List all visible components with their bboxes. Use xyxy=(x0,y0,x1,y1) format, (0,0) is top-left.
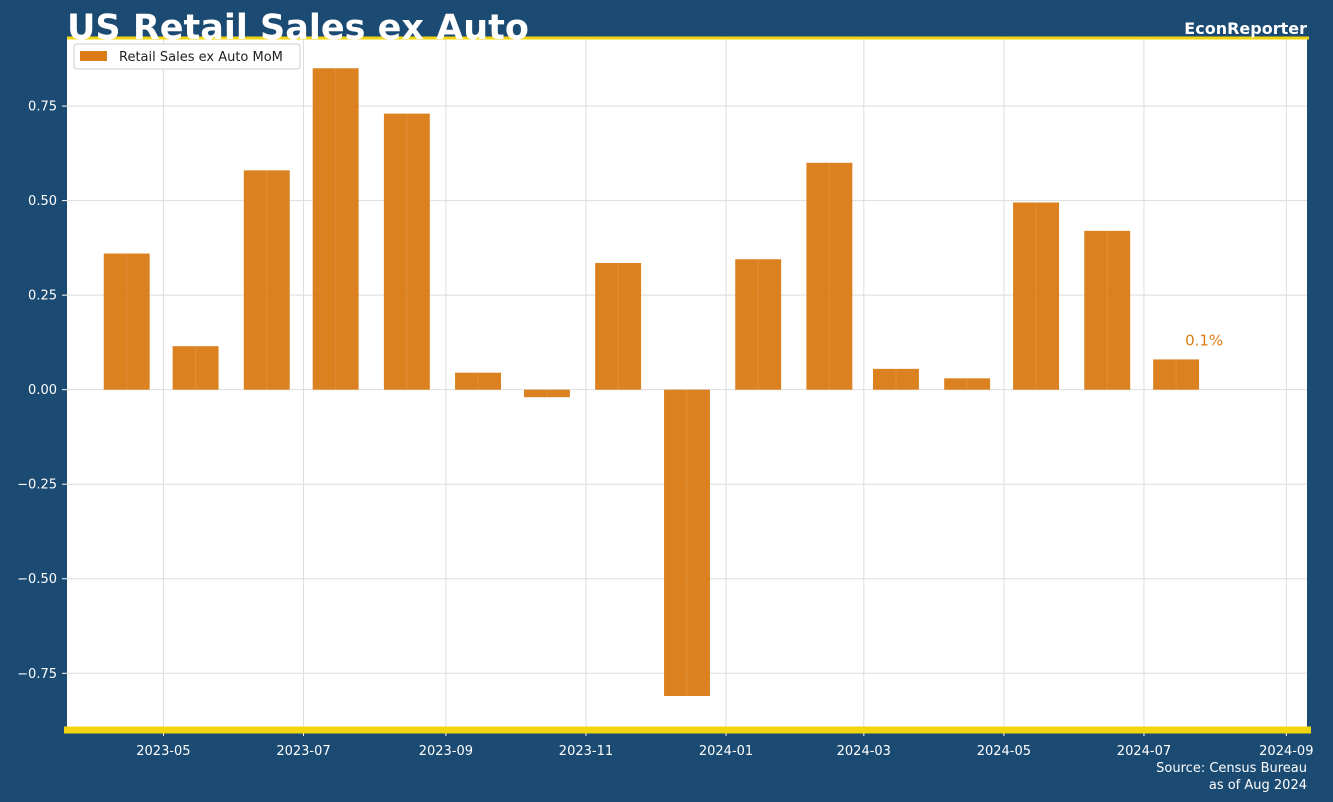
bar xyxy=(455,372,501,390)
x-tick-label: 2024-09 xyxy=(1259,744,1313,759)
y-tick-label: −0.50 xyxy=(17,572,57,587)
bar xyxy=(1013,202,1059,390)
chart-title: US Retail Sales ex Auto xyxy=(67,8,529,48)
x-tick-label: 2024-03 xyxy=(837,744,891,759)
x-tick-label: 2023-11 xyxy=(559,744,613,759)
x-axis: 2023-05 2023-07 2023-09 2023-11 2024-01 2024-… xyxy=(136,730,1313,759)
y-tick-label: 0.00 xyxy=(28,383,57,398)
y-tick-label: 0.75 xyxy=(28,100,57,115)
y-tick-label: −0.25 xyxy=(17,478,57,493)
bar xyxy=(523,389,570,398)
x-tick-label: 2024-07 xyxy=(1117,744,1171,759)
bar xyxy=(595,262,642,390)
bar xyxy=(806,162,853,390)
bar-series xyxy=(103,68,1200,696)
legend: Retail Sales ex Auto MoM xyxy=(73,43,301,70)
brand-label: EconReporter xyxy=(1184,19,1307,38)
legend-box xyxy=(73,43,301,70)
legend-swatch xyxy=(80,51,107,61)
x-tick-label: 2023-09 xyxy=(419,744,473,759)
y-tick-label: 0.50 xyxy=(28,194,57,209)
bar xyxy=(1153,359,1200,390)
x-tick-label: 2023-07 xyxy=(276,744,330,759)
y-axis: 0.75 0.50 0.25 0.00 −0.25 −0.50 −0.75 xyxy=(17,100,67,682)
bar xyxy=(873,368,919,390)
last-value-annotation: 0.1% xyxy=(1185,331,1223,349)
legend-label: Retail Sales ex Auto MoM xyxy=(119,50,283,65)
y-tick-label: 0.25 xyxy=(28,289,57,304)
bar xyxy=(172,346,219,390)
bar xyxy=(664,389,710,696)
bar xyxy=(103,253,150,390)
bar xyxy=(243,170,290,390)
bar xyxy=(1084,230,1131,390)
y-tick-label: −0.75 xyxy=(17,667,57,682)
x-tick-label: 2023-05 xyxy=(136,744,190,759)
x-tick-label: 2024-05 xyxy=(977,744,1031,759)
as-of-note: as of Aug 2024 xyxy=(1209,778,1307,793)
bar xyxy=(312,68,359,390)
bar xyxy=(383,113,430,390)
x-tick-label: 2024-01 xyxy=(699,744,753,759)
bar xyxy=(735,259,782,390)
source-note: Source: Census Bureau xyxy=(1156,761,1307,776)
bar xyxy=(944,378,991,390)
